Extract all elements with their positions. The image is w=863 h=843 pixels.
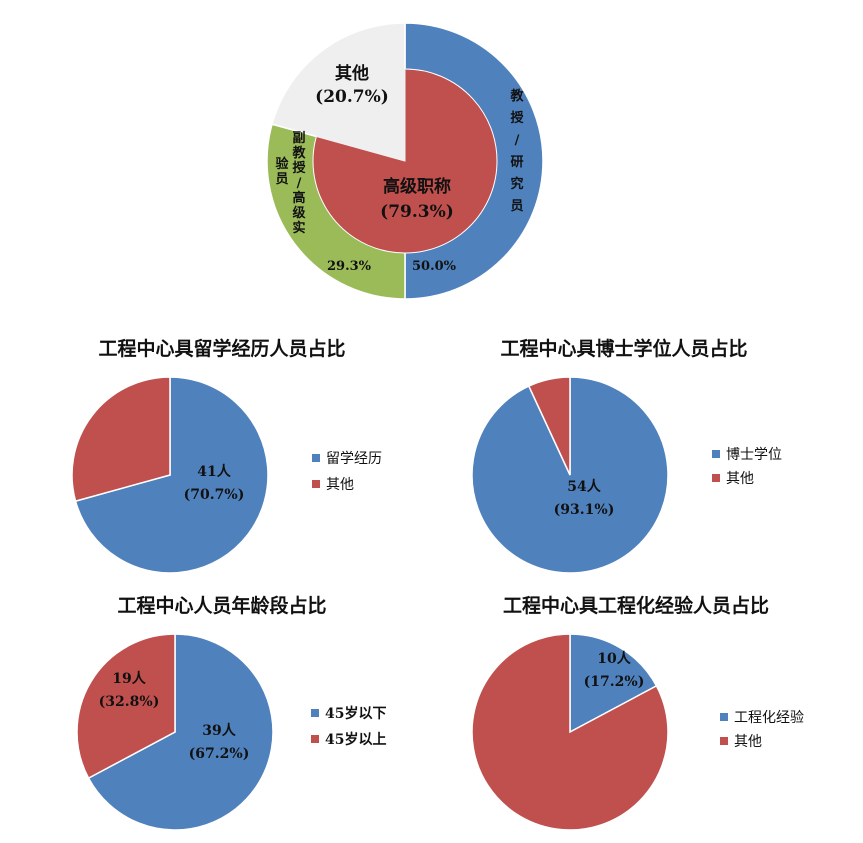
legend-swatch-other [720,737,728,745]
rank-donut-chart: 其他 (20.7%) 高级职称 (79.3%) 教授/研究员 50.0% 副教授… [266,22,544,300]
phd-pie-chart: 工程中心具博士学位人员占比 54人 (93.1%) 博士学位 其他 [471,337,782,574]
over-45-slice [76,633,176,780]
outer-associate-pct: 29.3% [327,259,372,274]
legend-swatch-engineering [720,713,728,721]
legend-swatch-phd [712,450,720,458]
legend-other: 其他 [726,471,754,487]
outer-associate-label: 副教授/高级实 验员 [275,131,306,236]
overseas-count-label: 41人 [197,463,231,480]
outer-other-label: 其他 [335,63,369,84]
phd-chart-title: 工程中心具博士学位人员占比 [500,337,747,360]
phd-pct-label: (93.1%) [554,502,615,518]
outer-other-pct: (20.7%) [315,87,389,107]
phd-count-label: 54人 [567,478,601,495]
legend-swatch-over-45 [311,735,319,743]
engineering-pct-label: (17.2%) [584,674,645,690]
other-slice [471,633,669,831]
legend-swatch-other [312,480,320,488]
age-chart-title: 工程中心人员年龄段占比 [117,594,326,617]
age-pie-chart: 工程中心人员年龄段占比 39人 (67.2%) 19人 (32.8%) 45岁以… [76,594,386,831]
outer-professor-pct: 50.0% [412,259,457,274]
engineering-pie-chart: 工程中心具工程化经验人员占比 10人 (17.2%) 工程化经验 其他 [471,594,804,831]
legend-under-45: 45岁以下 [325,705,386,722]
engineering-count-label: 10人 [597,650,631,667]
other-slice [71,376,171,503]
inner-senior-pct: (79.3%) [380,202,454,222]
legend-engineering: 工程化经验 [734,710,804,726]
legend-other: 其他 [326,477,354,493]
over-45-pct-label: (32.8%) [99,694,160,710]
under-45-count-label: 39人 [202,722,236,739]
outer-professor-label: 教授/研究员 [509,88,524,214]
inner-senior-label: 高级职称 [383,176,451,197]
overseas-pie-chart: 工程中心具留学经历人员占比 41人 (70.7%) 留学经历 其他 [71,337,382,574]
under-45-pct-label: (67.2%) [189,746,250,762]
svg-text:副教授/高级实: 副教授/高级实 [291,131,306,236]
over-45-count-label: 19人 [112,670,146,687]
legend-swatch-other [712,474,720,482]
legend-over-45: 45岁以上 [325,731,386,748]
other-slice [527,376,571,476]
inner-slice-senior [312,68,498,254]
legend-overseas: 留学经历 [326,451,382,467]
overseas-slice [74,376,269,574]
engineering-chart-title: 工程中心具工程化经验人员占比 [503,594,769,617]
legend-phd: 博士学位 [726,446,782,463]
inner-slice-rest [315,68,406,162]
svg-text:验员: 验员 [275,156,289,187]
overseas-pct-label: (70.7%) [184,487,245,503]
overseas-chart-title: 工程中心具留学经历人员占比 [98,337,345,360]
legend-other: 其他 [734,734,762,750]
legend-swatch-under-45 [311,709,319,717]
legend-swatch-overseas [312,454,320,462]
under-45-slice [87,633,274,831]
engineering-slice [569,633,658,734]
